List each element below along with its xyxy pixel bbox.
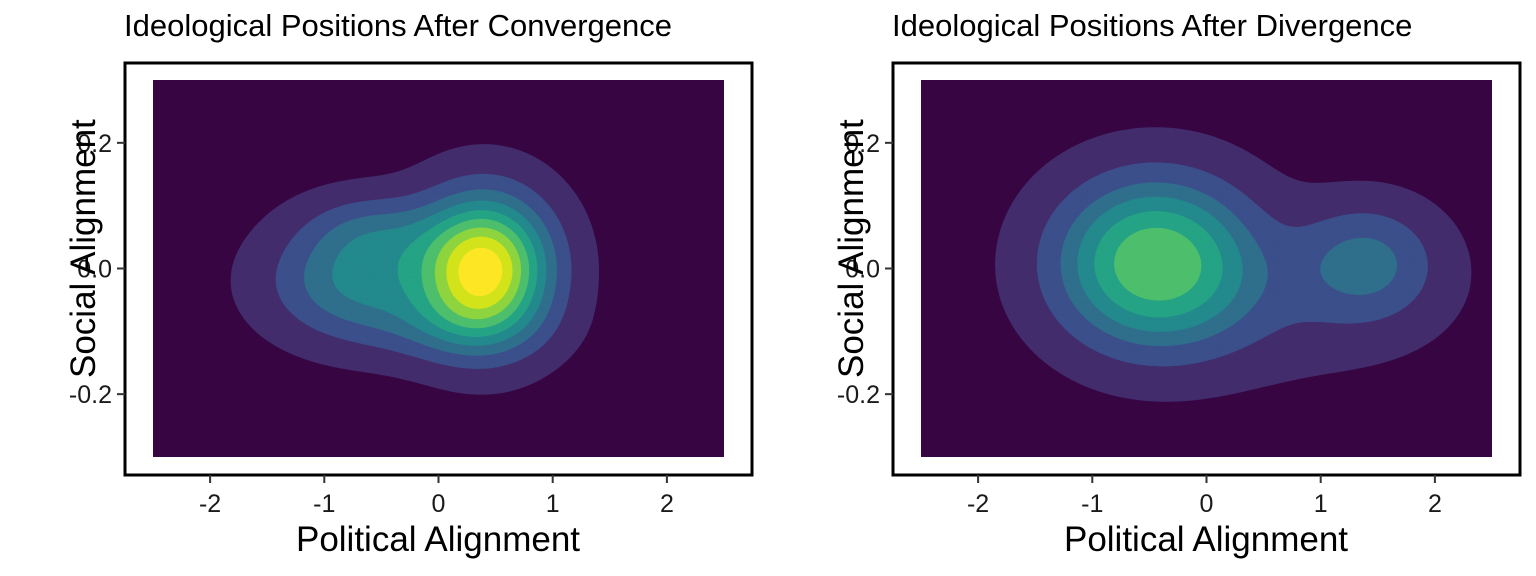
y-tick-label: 0.2	[845, 130, 880, 158]
convergence-density-plot: -2 -1 0 1 2 -0.2 0.0 0.2	[69, 61, 754, 518]
x-tick-label: 2	[660, 490, 674, 518]
x-tick-label: 1	[1314, 490, 1328, 518]
divergence-panel: Ideological Positions After Divergence -…	[768, 0, 1536, 576]
y-tick-label: -0.2	[69, 381, 112, 409]
y-axis-label: Social Alignment	[832, 119, 871, 378]
x-tick-label: 1	[546, 490, 560, 518]
chart-title: Ideological Positions After Convergence	[124, 8, 672, 43]
y-tick-label: 0.2	[77, 130, 112, 158]
x-axis-label: Political Alignment	[1063, 520, 1349, 559]
x-tick-label: 0	[432, 490, 446, 518]
y-tick-label: 0.0	[77, 256, 112, 284]
x-axis-label: Political Alignment	[295, 520, 581, 559]
x-tick-label: -1	[313, 490, 335, 518]
x-tick-label: 2	[1428, 490, 1442, 518]
x-tick-label: -2	[967, 490, 989, 518]
x-tick-label: -2	[199, 490, 221, 518]
y-tick-label: -0.2	[837, 381, 880, 409]
density-band-9	[458, 247, 503, 297]
y-axis-label: Social Alignment	[64, 119, 103, 378]
y-tick-label: 0.0	[845, 256, 880, 284]
divergence-density-plot: -2 -1 0 1 2 -0.2 0.0 0.2	[837, 61, 1522, 518]
x-tick-label: -1	[1081, 490, 1103, 518]
x-tick-label: 0	[1200, 490, 1214, 518]
density-band-6	[1114, 227, 1202, 301]
chart-title: Ideological Positions After Divergence	[892, 8, 1413, 43]
convergence-panel: Ideological Positions After Convergence …	[64, 8, 754, 559]
